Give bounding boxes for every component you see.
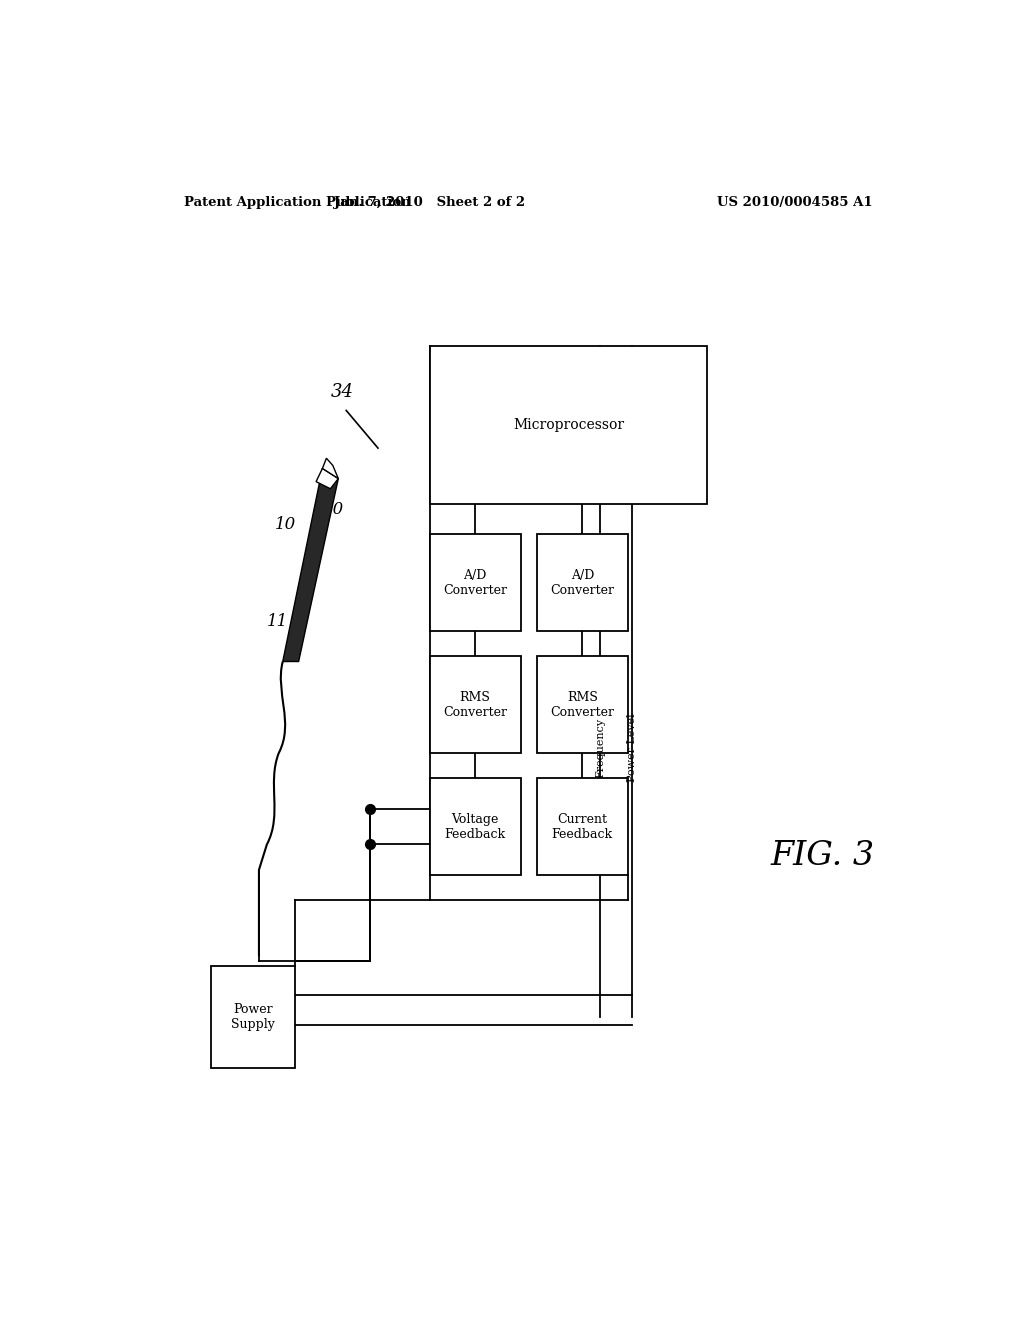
Bar — [211, 966, 295, 1068]
Text: RMS
Converter: RMS Converter — [550, 690, 614, 718]
Text: Frequency: Frequency — [595, 718, 605, 777]
Text: A/D
Converter: A/D Converter — [550, 569, 614, 597]
Text: Power
Supply: Power Supply — [231, 1003, 274, 1031]
Polygon shape — [316, 469, 338, 488]
Text: Microprocessor: Microprocessor — [513, 418, 624, 432]
Text: 10: 10 — [274, 516, 296, 533]
Text: RMS
Converter: RMS Converter — [443, 690, 507, 718]
Bar — [430, 656, 521, 752]
Text: Voltage
Feedback: Voltage Feedback — [444, 813, 506, 841]
Polygon shape — [323, 458, 338, 479]
Text: 34: 34 — [331, 383, 353, 401]
Bar — [537, 779, 628, 875]
Text: 20: 20 — [323, 502, 344, 519]
Bar — [430, 346, 708, 504]
Text: Jan. 7, 2010   Sheet 2 of 2: Jan. 7, 2010 Sheet 2 of 2 — [334, 195, 525, 209]
Bar — [430, 535, 521, 631]
Bar — [430, 779, 521, 875]
Bar — [537, 535, 628, 631]
Text: 11: 11 — [267, 612, 288, 630]
Text: US 2010/0004585 A1: US 2010/0004585 A1 — [717, 195, 872, 209]
Text: Power Level: Power Level — [627, 714, 637, 783]
Text: Current
Feedback: Current Feedback — [552, 813, 613, 841]
Text: Patent Application Publication: Patent Application Publication — [183, 195, 411, 209]
Text: A/D
Converter: A/D Converter — [443, 569, 507, 597]
Text: FIG. 3: FIG. 3 — [771, 840, 874, 871]
Polygon shape — [283, 469, 338, 661]
Bar — [537, 656, 628, 752]
